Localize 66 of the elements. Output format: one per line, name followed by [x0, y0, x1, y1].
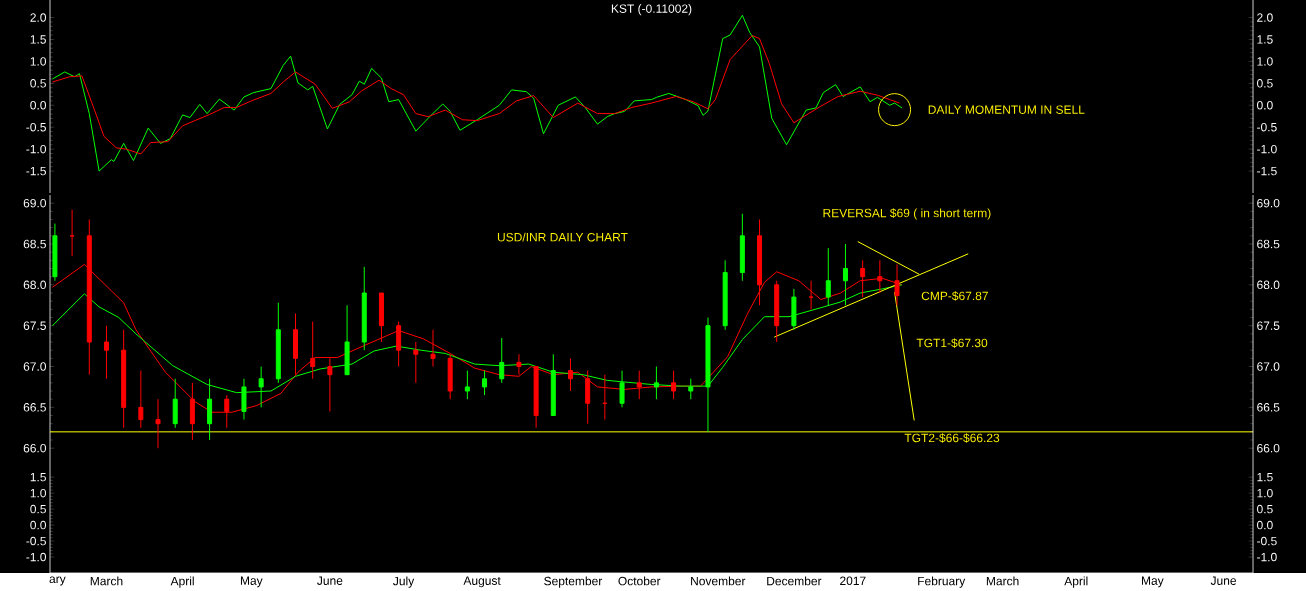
y2-tick-label: 66.5 [1257, 403, 1280, 412]
y-tick-label: 1.5 [30, 472, 46, 482]
x-tick-label: April [170, 576, 194, 588]
y2-tick-label: 66.0 [1257, 443, 1280, 453]
x-tick-label: April [1064, 576, 1088, 588]
y2-tick-label: 68.5 [1257, 239, 1280, 249]
y2-tick-label: -1.0 [1257, 552, 1277, 562]
y-tick-label: 68.5 [23, 239, 46, 249]
x-tick-label: May [240, 576, 263, 588]
x-tick-label: February [918, 576, 966, 588]
annotation: TGT1-$67.30 [916, 338, 988, 348]
y2-tick-label: -0.5 [1257, 122, 1277, 132]
y2-tick-label: 68.0 [1257, 280, 1280, 290]
x-tick-label: October [618, 576, 661, 586]
y-tick-label: 0.0 [30, 101, 47, 110]
y2-tick-label: -0.5 [1257, 536, 1277, 546]
x-tick-label: June [1210, 576, 1237, 585]
y2-tick-label: 0.5 [1257, 504, 1273, 514]
y2-tick-label: 67.5 [1257, 321, 1280, 330]
y-tick-label: 66.0 [23, 443, 47, 453]
chart-title: KST (-0.11002) [611, 4, 692, 16]
y-tick-label: -1.5 [26, 166, 46, 176]
y2-tick-label: 1.0 [1257, 488, 1273, 498]
x-tick-label: September [544, 576, 603, 588]
y2-tick-label: 1.0 [1257, 57, 1273, 66]
annotation: REVERSAL $69 ( in short term) [823, 208, 991, 220]
x-tick-label: November [691, 576, 746, 586]
x-tick-label: December [767, 576, 822, 586]
y-tick-label: 67.0 [23, 362, 47, 371]
x-tick-label: ary [49, 576, 66, 586]
y2-tick-label: -1.5 [1257, 166, 1277, 176]
y-tick-label: -0.5 [26, 122, 46, 132]
y-tick-label: 0.5 [30, 79, 46, 88]
y-tick-label: 1.0 [30, 57, 47, 66]
x-tick-label: March [986, 576, 1019, 586]
y2-tick-label: 0.0 [1257, 101, 1273, 110]
annotation: DAILY MOMENTUM IN SELL [928, 105, 1085, 114]
y-tick-label: 1.0 [30, 488, 47, 498]
y2-tick-label: 1.5 [1257, 472, 1273, 482]
y-tick-label: -1.0 [26, 552, 47, 562]
y2-tick-label: 67.0 [1257, 362, 1280, 371]
x-tick-label: July [393, 576, 415, 588]
y2-tick-label: -1.0 [1257, 144, 1277, 154]
y2-tick-label: 0.0 [1257, 520, 1273, 530]
annotation: CMP-$67.87 [921, 291, 988, 301]
y-tick-label: 69.0 [23, 198, 47, 208]
y2-tick-label: 69.0 [1257, 198, 1280, 208]
y-tick-label: 0.0 [30, 520, 47, 530]
y-tick-label: 0.5 [30, 504, 46, 514]
y-tick-label: 67.5 [23, 321, 46, 330]
y-tick-label: 68.0 [23, 280, 47, 290]
y-tick-label: 66.5 [23, 403, 46, 412]
x-tick-label: August [463, 576, 501, 588]
y-tick-label: -0.5 [26, 536, 46, 546]
y2-tick-label: 1.5 [1257, 35, 1273, 44]
y-tick-label: 1.5 [30, 35, 46, 44]
y2-tick-label: 2.0 [1257, 13, 1273, 22]
y-tick-label: 2.0 [30, 13, 47, 22]
annotation: TGT2-$66-$66.23 [904, 433, 1000, 443]
x-tick-label: 2017 [840, 576, 866, 586]
x-tick-label: June [317, 576, 343, 585]
text: USD/INR DAILY CHART [497, 232, 628, 242]
x-tick-label: March [90, 576, 123, 586]
y-tick-label: -1.0 [26, 144, 47, 154]
y2-tick-label: 0.5 [1257, 79, 1273, 88]
x-tick-label: May [1142, 576, 1164, 588]
